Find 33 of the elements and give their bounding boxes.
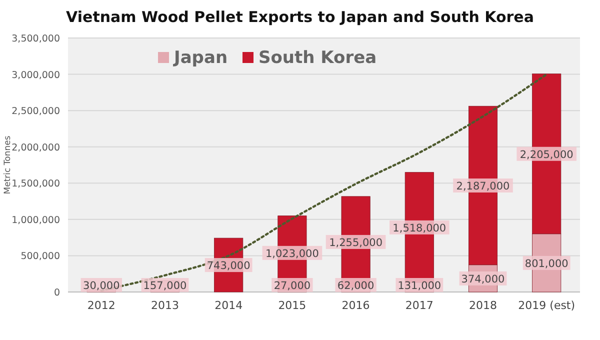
data-label: 743,000 [206,260,250,272]
x-tick-label: 2018 [469,299,498,312]
y-tick-label: 3,500,000 [12,34,60,44]
data-label: 131,000 [398,280,442,292]
y-tick-label: 3,000,000 [12,70,60,81]
x-tick-label: 2016 [342,299,370,312]
y-tick-label: 1,500,000 [12,178,60,190]
x-tick-label: 2014 [214,299,243,312]
x-tick-label: 2019 (est) [518,299,576,312]
y-axis-title: Metric Tonnes [3,135,13,194]
data-label: 1,255,000 [329,236,383,249]
data-label: 62,000 [337,280,374,292]
y-tick-label: 1,000,000 [12,214,60,226]
y-tick-label: 2,000,000 [12,142,60,154]
data-label: 801,000 [524,258,568,270]
data-label: 27,000 [274,280,311,292]
data-label: 1,023,000 [265,248,319,260]
data-label: 30,000 [83,280,120,292]
y-tick-label: 2,500,000 [12,106,60,118]
data-label: 2,205,000 [520,148,574,161]
x-tick-label: 2015 [278,299,306,312]
data-label: 1,518,000 [392,222,446,234]
x-tick-label: 2012 [87,299,116,312]
y-tick-label: 500,000 [20,251,60,262]
data-label: 374,000 [461,273,505,286]
data-label: 2,187,000 [456,180,510,192]
x-tick-label: 2013 [150,299,179,312]
legend-label: Japan [173,48,228,68]
data-label: 157,000 [143,280,187,292]
y-tick-label: 0 [54,288,60,298]
x-tick-label: 2017 [405,299,434,312]
legend-label: South Korea [258,48,377,68]
chart-title: Vietnam Wood Pellet Exports to Japan and South Korea [66,8,534,26]
